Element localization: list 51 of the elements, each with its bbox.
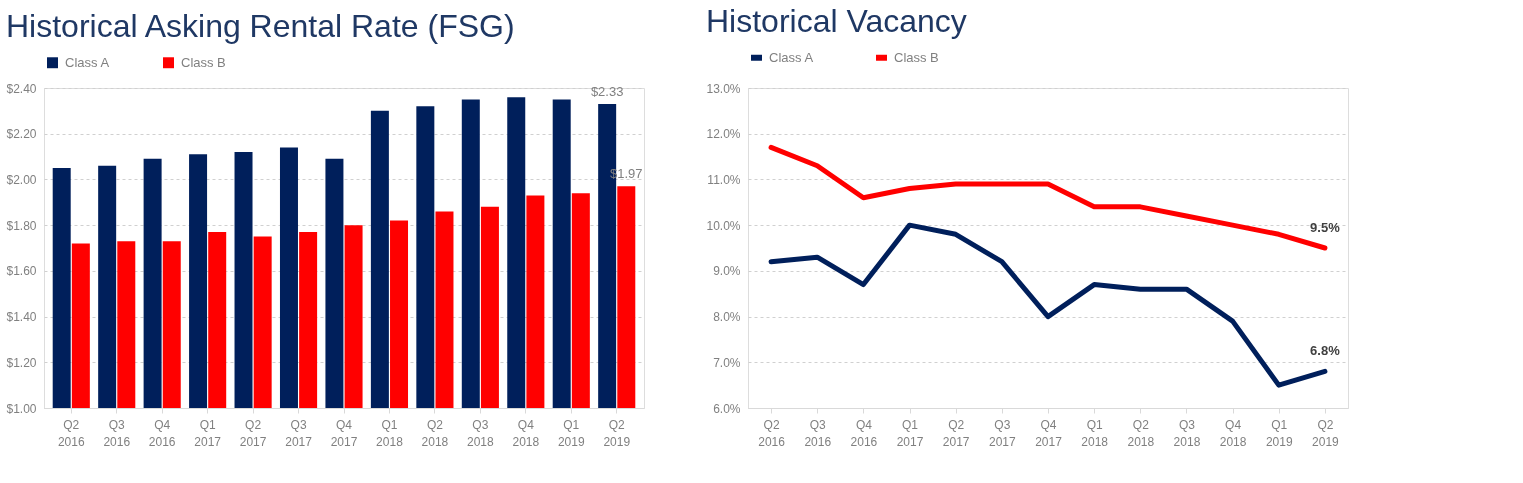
x-tick-label: Q4 2017 bbox=[1035, 417, 1063, 449]
y-tick-label: $2.40 bbox=[6, 81, 37, 96]
x-tick-label: Q3 2017 bbox=[988, 417, 1017, 449]
x-tick-label: Q1 2018 bbox=[376, 417, 404, 449]
y-tick-label: 12.0% bbox=[706, 127, 741, 142]
y-tick-label: $2.00 bbox=[6, 172, 37, 187]
x-tick-label: Q2 2017 bbox=[942, 417, 970, 449]
y-tick-label: 7.0% bbox=[713, 355, 741, 370]
x-tick-label: Q1 2019 bbox=[557, 417, 585, 449]
x-tick-label: Q4 2016 bbox=[148, 417, 176, 449]
chart-title: Historical Vacancy bbox=[705, 3, 967, 39]
x-tick-label: Q3 2018 bbox=[467, 417, 495, 449]
x-tick-label: Q4 2017 bbox=[330, 417, 358, 449]
y-tick-label: 8.0% bbox=[713, 310, 741, 325]
y-tick-label: 13.0% bbox=[706, 81, 741, 96]
data-label: 9.5% bbox=[1310, 220, 1341, 235]
legend-label: Class B bbox=[181, 54, 226, 70]
y-tick-label: 6.0% bbox=[713, 401, 741, 416]
x-tick-label: Q2 2016 bbox=[758, 417, 786, 449]
y-tick-label: 11.0% bbox=[707, 172, 741, 187]
x-tick-label: Q1 2017 bbox=[896, 417, 924, 449]
y-tick-label: $1.00 bbox=[6, 401, 37, 416]
data-label: $2.33 bbox=[590, 84, 624, 99]
x-tick-label: Q3 2017 bbox=[285, 417, 313, 449]
y-tick-label: $1.20 bbox=[6, 355, 37, 370]
x-tick-label: Q1 2018 bbox=[1081, 417, 1109, 449]
x-tick-label: Q1 2017 bbox=[194, 417, 222, 449]
y-tick-label: $1.60 bbox=[6, 264, 37, 279]
x-tick-label: Q3 2016 bbox=[804, 417, 832, 449]
y-tick-label: $1.80 bbox=[6, 218, 37, 233]
data-label: 6.8% bbox=[1310, 343, 1341, 359]
x-tick-label: Q4 2018 bbox=[512, 417, 540, 449]
x-tick-label: Q2 2017 bbox=[239, 417, 267, 449]
legend-label: Class A bbox=[65, 54, 110, 70]
x-tick-label: Q2 2016 bbox=[57, 417, 85, 449]
x-tick-label: Q4 2016 bbox=[850, 417, 878, 449]
x-tick-label: Q2 2019 bbox=[1312, 417, 1340, 449]
legend-label: Class B bbox=[894, 49, 939, 65]
x-tick-label: Q4 2018 bbox=[1219, 417, 1247, 449]
x-tick-label: Q2 2019 bbox=[603, 417, 631, 449]
y-tick-label: $1.40 bbox=[6, 310, 37, 325]
x-tick-label: Q3 2018 bbox=[1173, 417, 1201, 449]
chart-title: Historical Asking Rental Rate (FSG) bbox=[5, 8, 515, 44]
x-tick-label: Q2 2018 bbox=[421, 417, 449, 449]
x-tick-label: Q3 2016 bbox=[103, 417, 131, 449]
y-tick-label: $2.20 bbox=[6, 127, 37, 142]
legend-label: Class A bbox=[769, 49, 814, 65]
y-tick-label: 10.0% bbox=[706, 218, 741, 233]
y-tick-label: 9.0% bbox=[713, 264, 741, 279]
x-tick-label: Q1 2019 bbox=[1265, 417, 1293, 449]
x-tick-label: Q2 2018 bbox=[1127, 417, 1155, 449]
